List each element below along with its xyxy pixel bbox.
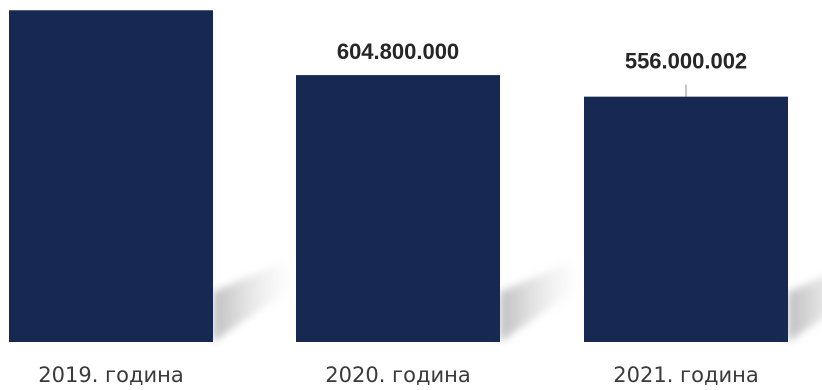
data-label-3: 556.000.002 — [625, 49, 747, 74]
category-label-1: 2019. година — [38, 363, 183, 387]
bar-shadows — [213, 260, 822, 342]
category-label-2: 2020. година — [325, 363, 470, 387]
data-label-2: 604.800.000 — [337, 39, 459, 64]
bar-shadow — [788, 277, 822, 342]
category-label-3: 2021. година — [613, 363, 758, 387]
bar-3 — [584, 96, 788, 342]
bar-shadow — [500, 260, 580, 342]
bar-1 — [9, 10, 213, 343]
bar-shadow — [213, 260, 293, 342]
bars-group — [9, 10, 788, 343]
category-labels: 2019. година 2020. година 2021. година — [38, 363, 758, 387]
bar-2 — [296, 75, 500, 343]
